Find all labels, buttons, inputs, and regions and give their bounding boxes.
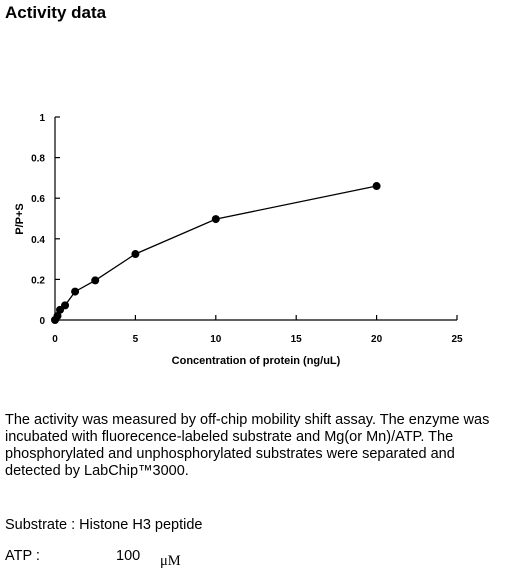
page-heading: Activity data (5, 3, 107, 22)
x-tick-label: 5 (133, 334, 139, 345)
y-tick-label: 0 (39, 316, 45, 327)
data-point (71, 287, 80, 296)
x-tick-label: 15 (291, 334, 303, 345)
substrate-line: Substrate : Histone H3 peptide (5, 517, 203, 533)
series-line (54, 185, 377, 321)
x-tick-label: 25 (451, 334, 463, 345)
y-tick-label: 0.8 (31, 154, 45, 165)
assay-description: The activity was measured by off-chip mo… (5, 412, 490, 479)
data-point (53, 311, 62, 320)
x-axis-label: Concentration of protein (ng/uL) (172, 355, 341, 367)
y-tick-label: 0.6 (31, 194, 45, 205)
y-tick-label: 0.4 (31, 235, 45, 246)
data-point (211, 215, 220, 224)
atp-line: ATP : 100 μM (5, 548, 181, 569)
y-tick-label: 0.2 (31, 275, 45, 286)
data-point (91, 276, 100, 285)
x-tick-label: 20 (371, 334, 383, 345)
atp-unit: μM (160, 553, 181, 569)
y-axis-label: P/P+S (14, 203, 26, 235)
atp-value-group: 100 μM (116, 548, 181, 569)
atp-value: 100 (116, 548, 141, 564)
x-tick-label: 0 (52, 334, 58, 345)
data-point (131, 250, 140, 259)
atp-label: ATP : (5, 548, 40, 564)
y-tick-label: 1 (39, 113, 45, 124)
x-tick-label: 10 (210, 334, 222, 345)
data-point (372, 182, 381, 191)
data-point (61, 301, 70, 310)
